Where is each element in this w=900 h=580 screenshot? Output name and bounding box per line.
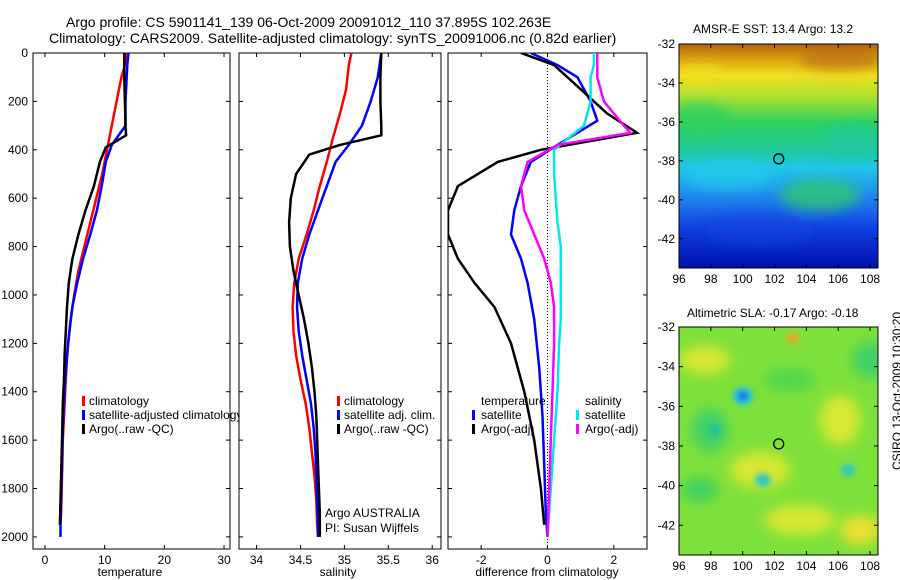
x-tick-label: 35.5 — [377, 553, 401, 567]
legend-entry: satellite — [481, 408, 522, 422]
x-tick-label: 106 — [828, 272, 848, 286]
argo-location-marker — [773, 153, 785, 165]
sst-map: 96 98 100 102 104 106 108 -32 -34 -36 -38 -40 -42 — [658, 37, 881, 286]
annotation-pi-name: PI: Susan Wijffels — [325, 521, 419, 535]
y-tick-label: -42 — [658, 518, 676, 532]
y-tick-label: 2000 — [1, 530, 28, 544]
sst-map-title: AMSR-E SST: 13.4 Argo: 13.2 — [693, 22, 854, 36]
x-tick-label: 108 — [860, 272, 880, 286]
legend-swatch — [576, 424, 579, 434]
legend-entry: Argo(..raw -QC) — [89, 422, 174, 436]
x-tick-label: 100 — [733, 559, 753, 573]
profile-line-satellite-adj-clim- — [295, 53, 383, 537]
x-tick-label: 98 — [704, 272, 718, 286]
y-tick-label: 600 — [8, 191, 28, 205]
profile-line-climatology — [291, 53, 353, 537]
x-tick-label: 100 — [733, 272, 753, 286]
y-tick-label: -40 — [658, 479, 676, 493]
argo-location-marker — [773, 438, 785, 450]
profile-line-temperature-argo-adj- — [448, 53, 641, 525]
x-tick-label: 10 — [98, 553, 112, 567]
legend-entry: satellite — [585, 408, 626, 422]
profile-line-salinity-satellite — [546, 53, 596, 537]
sla-map-title: Altimetric SLA: -0.17 Argo: -0.18 — [687, 306, 859, 320]
legend-swatch — [337, 424, 340, 434]
legend-swatch — [337, 410, 340, 420]
difference-axis-label: difference from climatology — [475, 565, 618, 579]
x-tick-label: 96 — [672, 272, 686, 286]
legend-heading: salinity — [585, 394, 622, 408]
legend-heading: temperature — [481, 394, 546, 408]
y-tick-label: -36 — [658, 399, 676, 413]
y-tick-label: 1600 — [1, 433, 28, 447]
x-tick-label: 30 — [217, 553, 231, 567]
x-tick-label: 2 — [610, 553, 617, 567]
legend-entry: climatology — [89, 394, 149, 408]
legend-entry: satellite adj. clim. — [344, 408, 435, 422]
x-tick-label: 96 — [672, 559, 686, 573]
y-tick-label: 0 — [21, 46, 28, 60]
x-tick-label: 35 — [338, 553, 352, 567]
profile-line-argo-raw-qc- — [287, 53, 383, 537]
temperature-axis-label: temperature — [98, 565, 163, 579]
y-tick-label: -36 — [658, 115, 676, 129]
x-tick-label: -2 — [476, 553, 487, 567]
y-tick-label: 400 — [8, 143, 28, 157]
legend-entry: Argo(-adj) — [585, 422, 638, 436]
x-tick-label: 104 — [796, 559, 816, 573]
legend-swatch — [337, 396, 340, 406]
y-tick-label: -40 — [658, 193, 676, 207]
y-tick-label: 1000 — [1, 288, 28, 302]
x-tick-label: 0 — [42, 553, 49, 567]
salinity-axis-label: salinity — [320, 565, 357, 579]
y-tick-label: -34 — [658, 76, 676, 90]
x-tick-label: 104 — [796, 272, 816, 286]
annotation-argo-australia: Argo AUSTRALIA — [325, 506, 420, 520]
difference-legend: temperaturesatelliteArgo(-adj)salinitysa… — [472, 394, 638, 436]
y-tick-label: -38 — [658, 439, 676, 453]
x-tick-label: 102 — [765, 559, 785, 573]
legend-entry: Argo(-adj) — [481, 422, 534, 436]
profile-line-salinity-argo-adj- — [519, 53, 633, 537]
y-tick-label: -34 — [658, 360, 676, 374]
y-tick-label: 1200 — [1, 336, 28, 350]
temperature-panel: 0 10 20 30 0 200 400 600 800 1000 1200 1400 1600 1800… — [1, 46, 242, 579]
x-tick-label: 34.5 — [289, 553, 313, 567]
x-tick-label: 98 — [704, 559, 718, 573]
x-tick-label: 36 — [426, 553, 440, 567]
y-tick-label: 200 — [8, 94, 28, 108]
legend-entry: climatology — [344, 394, 404, 408]
y-tick-label: 800 — [8, 240, 28, 254]
legend-entry: Argo(..raw -QC) — [344, 422, 429, 436]
profile-line-argo-raw-qc- — [58, 53, 128, 525]
difference-panel: -2 0 2 difference from climatology tempera… — [447, 52, 648, 579]
x-tick-label: 102 — [765, 272, 785, 286]
x-tick-label: 108 — [860, 559, 880, 573]
legend-swatch — [82, 410, 85, 420]
figure-title-line1: Argo profile: CS 5901141_139 06-Oct-2009… — [66, 14, 552, 30]
legend-swatch — [472, 424, 475, 434]
legend-swatch — [82, 424, 85, 434]
y-tick-label: -32 — [658, 37, 676, 51]
legend-swatch — [576, 410, 579, 420]
figure-title-line2: Climatology: CARS2009. Satellite-adjuste… — [49, 30, 617, 46]
salinity-panel: 34 34.5 35 35.5 36 salinity climatologysatel… — [238, 52, 442, 579]
legend-swatch — [472, 410, 475, 420]
x-tick-label: 20 — [158, 553, 172, 567]
y-tick-label: 1800 — [1, 482, 28, 496]
y-tick-label: -42 — [658, 232, 676, 246]
x-tick-label: 0 — [544, 553, 551, 567]
legend-entry: satellite-adjusted climatology — [89, 408, 242, 422]
y-tick-label: 1400 — [1, 385, 28, 399]
y-tick-label: -38 — [658, 154, 676, 168]
x-tick-label: 34 — [250, 553, 264, 567]
x-tick-label: 106 — [828, 559, 848, 573]
legend-swatch — [82, 396, 85, 406]
sla-map: 96 98 100 102 104 106 108 -32 -34 -36 -38 -40 -42 — [658, 320, 881, 573]
y-tick-label: -32 — [658, 320, 676, 334]
